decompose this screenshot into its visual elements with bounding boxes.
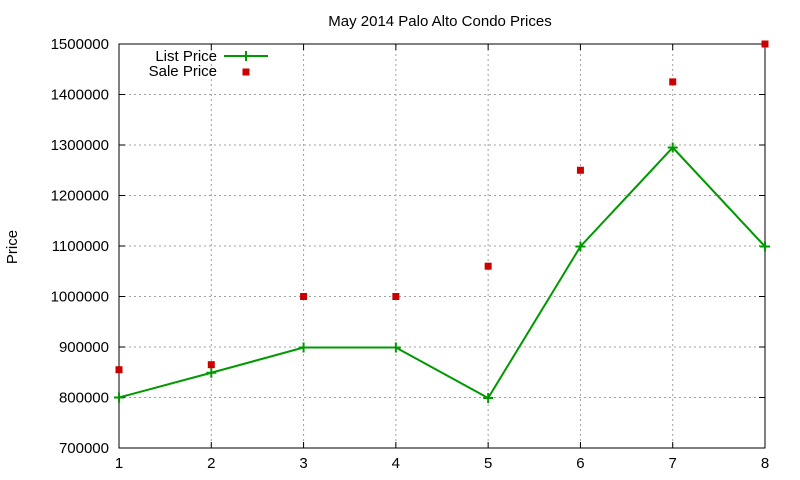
axis-ticks: 1 2 3 4 5 6 7 8 700000 800000 900000 1000000 1100000… [51, 36, 770, 472]
x-tick-label: 2 [207, 455, 215, 472]
data-point [114, 392, 124, 403]
data-point [576, 166, 584, 174]
x-tick-label: 3 [299, 455, 307, 472]
legend-swatch-marker [241, 51, 251, 61]
grid [119, 44, 765, 448]
series-line [118, 146, 766, 400]
data-point [390, 342, 401, 353]
data-point [207, 361, 215, 369]
legend-label-list-price: List Price [155, 48, 217, 65]
data-point [761, 40, 769, 48]
chart-title: May 2014 Palo Alto Condo Prices [328, 13, 551, 30]
y-tick-label: 1300000 [51, 137, 109, 154]
data-point [760, 241, 770, 252]
data-point [667, 142, 678, 153]
x-tick-label: 6 [576, 455, 584, 472]
data-point [298, 342, 309, 353]
x-tick-label: 5 [484, 455, 492, 472]
y-tick-label: 1100000 [52, 238, 109, 255]
data-point [575, 241, 586, 252]
y-tick-label: 800000 [59, 390, 109, 407]
data-point [392, 293, 400, 300]
x-tick-label: 1 [115, 455, 123, 472]
data-point [115, 366, 123, 374]
legend-label-sale-price: Sale Price [149, 63, 217, 80]
legend-swatch-marker [242, 68, 250, 76]
y-tick-label: 1500000 [51, 36, 109, 53]
data-point [206, 367, 217, 378]
x-tick-label: 4 [392, 455, 400, 472]
data-point [484, 262, 492, 270]
y-tick-label: 900000 [59, 339, 109, 356]
x-tick-label: 7 [669, 455, 677, 472]
y-axis-label: Price [4, 230, 21, 264]
y-tick-label: 1400000 [51, 87, 109, 104]
series [114, 40, 770, 404]
data-point [669, 78, 677, 86]
series-0 [114, 142, 770, 404]
legend: List Price Sale Price [149, 48, 268, 80]
y-tick-label: 1200000 [51, 188, 109, 205]
data-point [483, 393, 494, 404]
series-1 [115, 40, 769, 374]
data-point [300, 293, 308, 300]
y-tick-label: 1000000 [51, 289, 109, 306]
y-tick-label: 700000 [59, 440, 109, 457]
x-tick-label: 8 [761, 455, 769, 472]
